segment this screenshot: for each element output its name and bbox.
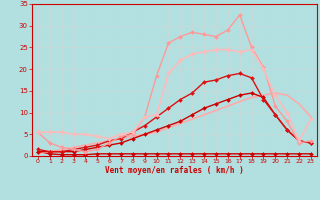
X-axis label: Vent moyen/en rafales ( km/h ): Vent moyen/en rafales ( km/h ) — [105, 166, 244, 175]
